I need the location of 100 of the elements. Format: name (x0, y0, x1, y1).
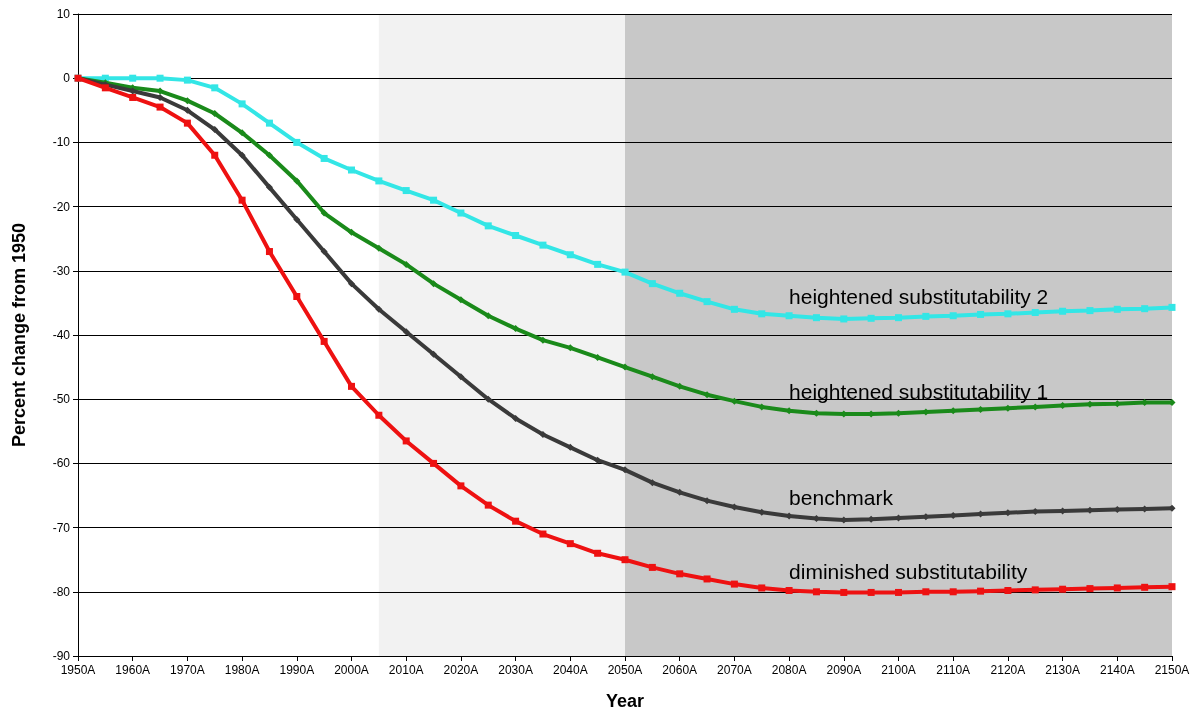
point (977, 587, 985, 595)
point (484, 222, 492, 230)
point (320, 248, 328, 256)
point (1141, 305, 1149, 313)
point (375, 244, 383, 252)
x-tick-label: 1970A (170, 663, 205, 677)
point (648, 563, 656, 571)
point (648, 280, 656, 288)
point (129, 93, 137, 101)
point (703, 298, 711, 306)
point (1113, 305, 1121, 313)
point (1086, 307, 1094, 315)
point (457, 482, 465, 490)
point (430, 280, 438, 288)
point (648, 373, 656, 381)
point (293, 177, 301, 185)
point (211, 84, 219, 92)
point (129, 74, 137, 82)
point (430, 459, 438, 467)
point (348, 166, 355, 174)
point (348, 228, 355, 236)
point (676, 289, 684, 297)
x-tick-label: 2110A (936, 663, 971, 677)
point (922, 312, 930, 320)
point (293, 292, 301, 300)
point (594, 260, 602, 268)
y-tick-label: -60 (52, 456, 71, 471)
y-tick-label: 10 (56, 7, 71, 21)
point (949, 312, 957, 320)
point (156, 103, 164, 111)
point (867, 588, 875, 596)
x-tick-label: 1980A (224, 663, 260, 677)
point (265, 151, 273, 159)
point (402, 437, 410, 445)
point (539, 431, 547, 439)
point (730, 305, 738, 313)
point (348, 382, 355, 390)
x-tick-label: 2120A (990, 663, 1026, 677)
y-tick-label: 0 (63, 71, 71, 86)
point (730, 580, 738, 588)
point (895, 588, 902, 596)
point (156, 74, 164, 82)
point (211, 151, 219, 159)
point (812, 314, 820, 322)
point (621, 363, 629, 371)
point (156, 87, 164, 95)
point (758, 584, 766, 592)
point (320, 209, 328, 217)
point (840, 588, 848, 596)
point (1086, 585, 1094, 593)
point (265, 119, 273, 127)
y-axis-title: Percent change from 1950 (9, 222, 29, 448)
y-tick-label: -90 (52, 649, 71, 663)
point (977, 310, 985, 318)
point (1168, 303, 1176, 311)
point (730, 397, 738, 405)
point (949, 588, 957, 596)
x-tick-label: 2090A (826, 663, 862, 677)
point (539, 241, 547, 249)
point (512, 325, 520, 333)
point (1113, 584, 1121, 592)
point (594, 353, 602, 361)
x-tick-label: 1950A (60, 663, 96, 677)
x-tick-label: 1960A (115, 663, 151, 677)
point (1059, 307, 1067, 315)
point (512, 414, 520, 422)
x-tick-label: 1990A (279, 663, 315, 677)
point (402, 187, 410, 195)
point (676, 488, 684, 496)
point (895, 314, 902, 322)
point (1168, 583, 1176, 591)
point (895, 514, 902, 522)
point (566, 251, 574, 259)
point (812, 588, 820, 596)
point (648, 479, 656, 487)
y-tick-label: -10 (52, 135, 71, 150)
x-tick-label: 2140A (1099, 663, 1135, 677)
x-tick-label: 2040A (552, 663, 588, 677)
point (430, 196, 438, 204)
point (785, 587, 793, 595)
point (320, 154, 328, 162)
point (457, 209, 465, 217)
point (375, 305, 383, 313)
point (758, 310, 766, 318)
x-tick-label: 2130A (1045, 663, 1080, 677)
x-tick-label: 2060A (662, 663, 698, 677)
x-axis-title: Year (605, 691, 645, 711)
point (840, 315, 848, 323)
point (402, 328, 410, 336)
point (183, 97, 191, 105)
point (785, 312, 793, 320)
point (211, 110, 219, 118)
point (703, 391, 711, 399)
point (430, 350, 438, 358)
series-label: benchmark (789, 485, 894, 509)
point (1141, 583, 1149, 591)
y-tick-label: -70 (52, 520, 71, 535)
y-tick-label: -30 (52, 263, 71, 278)
point (238, 151, 246, 159)
point (375, 177, 383, 185)
